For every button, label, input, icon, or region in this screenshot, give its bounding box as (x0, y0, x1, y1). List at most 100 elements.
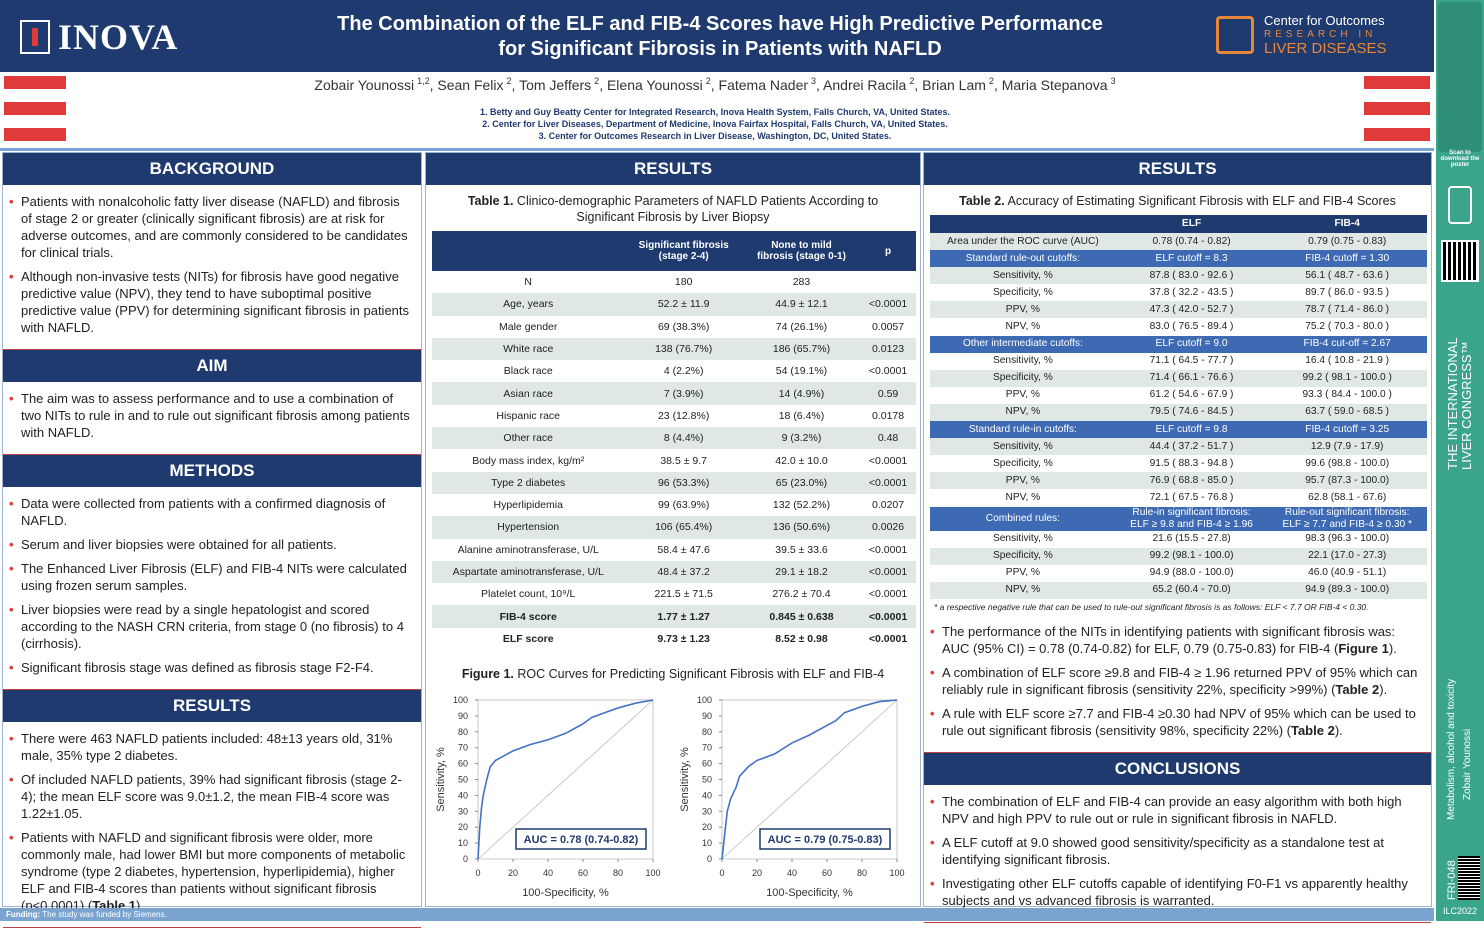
table-cell: 75.2 ( 70.3 - 80.0 ) (1267, 318, 1427, 335)
caption-text: Accuracy of Estimating Significant Fibro… (1004, 194, 1396, 208)
table-cell: 62.8 (58.1 - 67.6) (1267, 489, 1427, 506)
bullet: The aim was to assess performance and to… (7, 390, 413, 441)
table-row: PPV, % 47.3 ( 42.0 - 52.7 ) 78.7 ( 71.4 - … (930, 301, 1427, 319)
author: Tom Jeffers 2, (519, 76, 607, 93)
cell-text: 99.2 ( 98.1 - 100.0 ) (1302, 372, 1392, 384)
x-tick-label: 40 (787, 868, 797, 878)
logo-icon (20, 20, 50, 54)
cell-text: 96 (53.3%) (657, 476, 710, 489)
table-cell: Sensitivity, % (930, 267, 1116, 285)
cell-text: Hyperlipidemia (493, 499, 563, 512)
bullet: Serum and liver biopsies were obtained f… (7, 536, 413, 553)
inova-logo: INOVA (20, 16, 178, 58)
funding-text: The study was funded by Siemens. (40, 910, 167, 919)
text-run: Serum and liver biopsies were obtained f… (21, 537, 337, 552)
author-affiliation: 2 (594, 76, 600, 86)
cell-text: 180 (674, 276, 693, 289)
cell-text: White race (503, 343, 554, 356)
table-cell: Specificity, % (930, 455, 1116, 472)
table-cell: Area under the ROC curve (AUC) (930, 233, 1116, 251)
cell-text: 98.3 (96.3 - 100.0) (1305, 533, 1390, 545)
table-cell: Standard rule-out cutoffs: (930, 250, 1116, 268)
table-cell: 99.6 (98.8 - 100.0) (1267, 455, 1427, 472)
cell-line: ELF ≥ 9.8 and FIB-4 ≥ 1.96 (1130, 518, 1253, 530)
table-cell: 99.2 (98.1 - 100.0) (1115, 547, 1268, 565)
cell-text: 18 (6.4%) (778, 409, 825, 422)
cell-text: 132 (52.2%) (772, 499, 831, 512)
event-label: ILC2022 (1442, 906, 1478, 916)
caption: Table 2. Accuracy of Estimating Signific… (924, 185, 1431, 215)
text-run: Liver biopsies were read by a single hep… (21, 602, 404, 651)
annotation: AUC = 0.79 (0.75-0.83) (768, 834, 883, 846)
table-cell: 61.2 ( 54.6 - 67.9 ) (1116, 387, 1268, 404)
text-run: The performance of the NITs in identifyi… (942, 623, 1396, 656)
text-run: Figure 1 (1338, 640, 1389, 656)
separator: , (511, 76, 520, 93)
qr-code (1441, 240, 1479, 282)
caption-label: Figure 1. (461, 667, 514, 682)
table-cell: 98.3 (96.3 - 100.0) (1267, 531, 1427, 548)
section-heading: BACKGROUND (3, 153, 421, 185)
header: INOVA The Combination of the ELF and FIB… (0, 0, 1434, 72)
cell-text: Type 2 diabetes (491, 476, 566, 489)
x-tick-label: 20 (752, 868, 762, 878)
table-cell: 0.0207 (860, 494, 916, 516)
table-cell: 42.0 ± 10.0 (743, 449, 860, 471)
cell-text: 21.6 (15.5 - 27.8) (1152, 533, 1231, 545)
cell-text: Specificity, % (992, 372, 1053, 384)
sidebar-author: Zobair Younossi (1462, 728, 1473, 800)
table-cell: Specificity, % (930, 547, 1116, 565)
affiliation: 2. Center for Liver Diseases, Department… (482, 119, 948, 129)
table-cell: 106 (65.4%) (624, 516, 743, 539)
cell-text: 0.0207 (871, 499, 905, 512)
cell-text: 94.9 (88.0 - 100.0) (1149, 567, 1234, 579)
separator: , (816, 76, 824, 93)
y-tick-label: 20 (458, 822, 468, 832)
table-cell: 94.9 (89.3 - 100.0) (1267, 581, 1427, 599)
cell-text: Other intermediate cutoffs: (962, 338, 1083, 350)
cell-text: 69 (38.3%) (657, 320, 710, 333)
annotation-box (515, 828, 647, 850)
text-run: ). (1388, 640, 1397, 656)
section-heading: CONCLUSIONS (924, 752, 1431, 785)
table-row: Body mass index, kg/m² 38.5 ± 9.7 42.0 ± 1… (432, 449, 916, 471)
cell-text: 99.2 (98.1 - 100.0) (1149, 550, 1234, 562)
table-row: Black race 4 (2.2%) 54 (19.1%) <0.0001 (432, 360, 916, 382)
cell-text: 54 (19.1%) (775, 365, 828, 378)
cell-text: 91.5 ( 88.3 - 94.8 ) (1149, 457, 1234, 469)
bullet-list: Patients with nonalcoholic fatty liver d… (3, 185, 421, 350)
cell-text: Specificity, % (992, 286, 1053, 298)
table-cell: Black race (432, 360, 624, 382)
cell-text: <0.0001 (868, 298, 908, 311)
cell-text: Specificity, % (992, 457, 1053, 469)
bullet: Data were collected from patients with a… (7, 495, 413, 529)
table-cell: <0.0001 (860, 539, 916, 561)
bullet-list: Data were collected from patients with a… (3, 487, 421, 690)
author-name: Brian Lam (922, 76, 986, 93)
roc-chart: 0 10 20 30 40 50 60 70 80 90 100 0 20 40 60 80 100 100-Sp… (679, 695, 905, 899)
cell-text: NPV, % (1005, 584, 1041, 596)
cell-text: Sensitivity, % (992, 533, 1053, 545)
cell-text: 72.1 ( 67.5 - 76.8 ) (1149, 491, 1234, 503)
table-cell: Specificity, % (930, 369, 1116, 387)
cell-text: 79.5 ( 74.6 - 84.5 ) (1149, 406, 1234, 418)
table-cell: 276.2 ± 70.4 (743, 583, 860, 605)
barcode (1458, 856, 1480, 900)
bullet: Of included NAFLD patients, 39% had sign… (7, 771, 413, 822)
bullet: Liver biopsies were read by a single hep… (7, 601, 413, 652)
text-run: The Enhanced Liver Fibrosis (ELF) and FI… (21, 561, 407, 593)
text-run: Investigating other ELF cutoffs capable … (942, 875, 1408, 908)
logo-line: RESEARCH IN (1264, 29, 1377, 40)
cell-text: Platelet count, 10⁹/L (481, 588, 576, 601)
cell-text: 0.0178 (871, 409, 905, 422)
cell-text: 89.7 ( 86.0 - 93.5 ) (1305, 286, 1390, 298)
separator: , (710, 76, 719, 93)
cell-text: 0.59 (877, 387, 899, 400)
table-cell: 0.0026 (860, 516, 916, 539)
cell-text: ELF (1181, 218, 1202, 229)
cell-text: 283 (792, 276, 811, 289)
caption-text: ROC Curves for Predicting Significant Fi… (513, 667, 885, 682)
table-cell: FIB-4 cutoff = 3.25 (1267, 421, 1427, 439)
author-name: Tom Jeffers (519, 76, 592, 93)
